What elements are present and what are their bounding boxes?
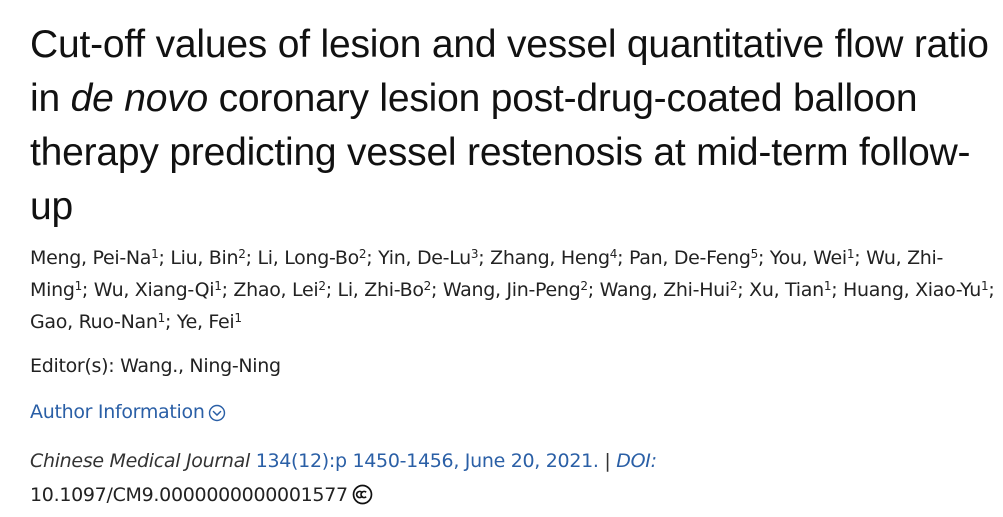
author-item[interactable]: Wang, Jin-Peng2 bbox=[443, 279, 588, 301]
author-item[interactable]: Liu, Bin2 bbox=[170, 247, 246, 269]
author-item[interactable]: Li, Long-Bo2 bbox=[257, 247, 366, 269]
author-name: Yin, De-Lu bbox=[378, 247, 471, 269]
author-item[interactable]: Huang, Xiao-Yu1 bbox=[843, 279, 989, 301]
author-affiliation-mark: 5 bbox=[750, 247, 759, 261]
volume-pages-date[interactable]: 134(12):p 1450-1456, June 20, 2021. bbox=[255, 450, 599, 472]
author-item[interactable]: Li, Zhi-Bo2 bbox=[337, 279, 432, 301]
author-affiliation-mark: 4 bbox=[609, 247, 618, 261]
author-affiliation-mark: 2 bbox=[358, 247, 367, 261]
author-name: Xu, Tian bbox=[749, 279, 824, 301]
author-affiliation-mark: 2 bbox=[423, 279, 432, 293]
author-affiliation-mark: 2 bbox=[729, 279, 738, 293]
author-name: Wang, Zhi-Hui bbox=[599, 279, 731, 301]
author-item[interactable]: Pan, De-Feng5 bbox=[629, 247, 758, 269]
author-affiliation-mark: 1 bbox=[214, 279, 222, 293]
author-item[interactable]: Meng, Pei-Na1 bbox=[30, 247, 159, 269]
author-name: Huang, Xiao-Yu bbox=[843, 279, 981, 301]
author-name: Ye, Fei bbox=[176, 311, 235, 333]
author-affiliation-mark: 2 bbox=[238, 247, 246, 261]
author-name: Wu, Zhi-Ming bbox=[30, 247, 944, 301]
doi-value[interactable]: 10.1097/CM9.0000000000001577 bbox=[30, 484, 348, 506]
author-affiliation-mark: 1 bbox=[151, 247, 159, 261]
author-item[interactable]: Wu, Zhi-Ming1 bbox=[30, 247, 943, 301]
author-name: Li, Long-Bo bbox=[257, 247, 359, 269]
citation-block: Chinese Medical Journal 134(12):p 1450-1… bbox=[30, 444, 995, 512]
author-name: Liu, Bin bbox=[170, 247, 239, 269]
author-information-label: Author Information bbox=[30, 401, 205, 423]
title-part-1: Cut-off values of lesion and vessel quan… bbox=[30, 23, 989, 120]
author-item[interactable]: You, Wei1 bbox=[769, 247, 855, 269]
author-item[interactable]: Gao, Ruo-Nan1 bbox=[30, 311, 165, 333]
author-affiliation-mark: 2 bbox=[318, 279, 326, 293]
citation-separator: | bbox=[604, 450, 611, 472]
author-affiliation-mark: 1 bbox=[157, 311, 166, 325]
author-name: You, Wei bbox=[769, 247, 847, 269]
author-item[interactable]: Xu, Tian1 bbox=[749, 279, 831, 301]
author-affiliation-mark: 1 bbox=[846, 247, 855, 261]
author-item[interactable]: Zhang, Heng4 bbox=[490, 247, 617, 269]
title-italic: de novo bbox=[70, 77, 209, 120]
author-affiliation-mark: 2 bbox=[580, 279, 588, 293]
author-affiliation-mark: 1 bbox=[234, 311, 242, 325]
author-item[interactable]: Zhao, Lei2 bbox=[233, 279, 326, 301]
author-name: Meng, Pei-Na bbox=[30, 247, 152, 269]
editors-line: Editor(s): Wang., Ning-Ning bbox=[30, 355, 281, 377]
author-item[interactable]: Wu, Xiang-Qi1 bbox=[94, 279, 222, 301]
author-item[interactable]: Yin, De-Lu3 bbox=[378, 247, 478, 269]
author-item[interactable]: Wang, Zhi-Hui2 bbox=[600, 279, 738, 301]
author-information-toggle[interactable]: Author Information bbox=[30, 396, 226, 428]
chevron-down-circle-icon bbox=[208, 404, 225, 422]
doi-label: DOI: bbox=[616, 450, 657, 472]
author-name: Wu, Xiang-Qi bbox=[93, 279, 215, 301]
article-header: Cut-off values of lesion and vessel quan… bbox=[30, 18, 995, 512]
author-name: Li, Zhi-Bo bbox=[337, 279, 424, 301]
author-item[interactable]: Ye, Fei1 bbox=[177, 311, 242, 333]
author-affiliation-mark: 1 bbox=[74, 279, 83, 293]
author-affiliation-mark: 3 bbox=[470, 247, 479, 261]
author-name: Wang, Jin-Peng bbox=[442, 279, 581, 301]
article-title: Cut-off values of lesion and vessel quan… bbox=[30, 18, 995, 234]
title-part-2: coronary lesion post-drug-coated balloon… bbox=[30, 77, 971, 228]
author-name: Zhao, Lei bbox=[233, 279, 319, 301]
author-name: Pan, De-Feng bbox=[628, 247, 751, 269]
author-affiliation-mark: 1 bbox=[980, 279, 989, 293]
journal-name: Chinese Medical Journal bbox=[30, 450, 250, 472]
author-affiliation-mark: 1 bbox=[823, 279, 832, 293]
author-name: Gao, Ruo-Nan bbox=[30, 311, 158, 333]
author-list: Meng, Pei-Na1; Liu, Bin2; Li, Long-Bo2; … bbox=[30, 247, 995, 333]
creative-commons-icon[interactable] bbox=[352, 484, 373, 505]
author-name: Zhang, Heng bbox=[490, 247, 610, 269]
